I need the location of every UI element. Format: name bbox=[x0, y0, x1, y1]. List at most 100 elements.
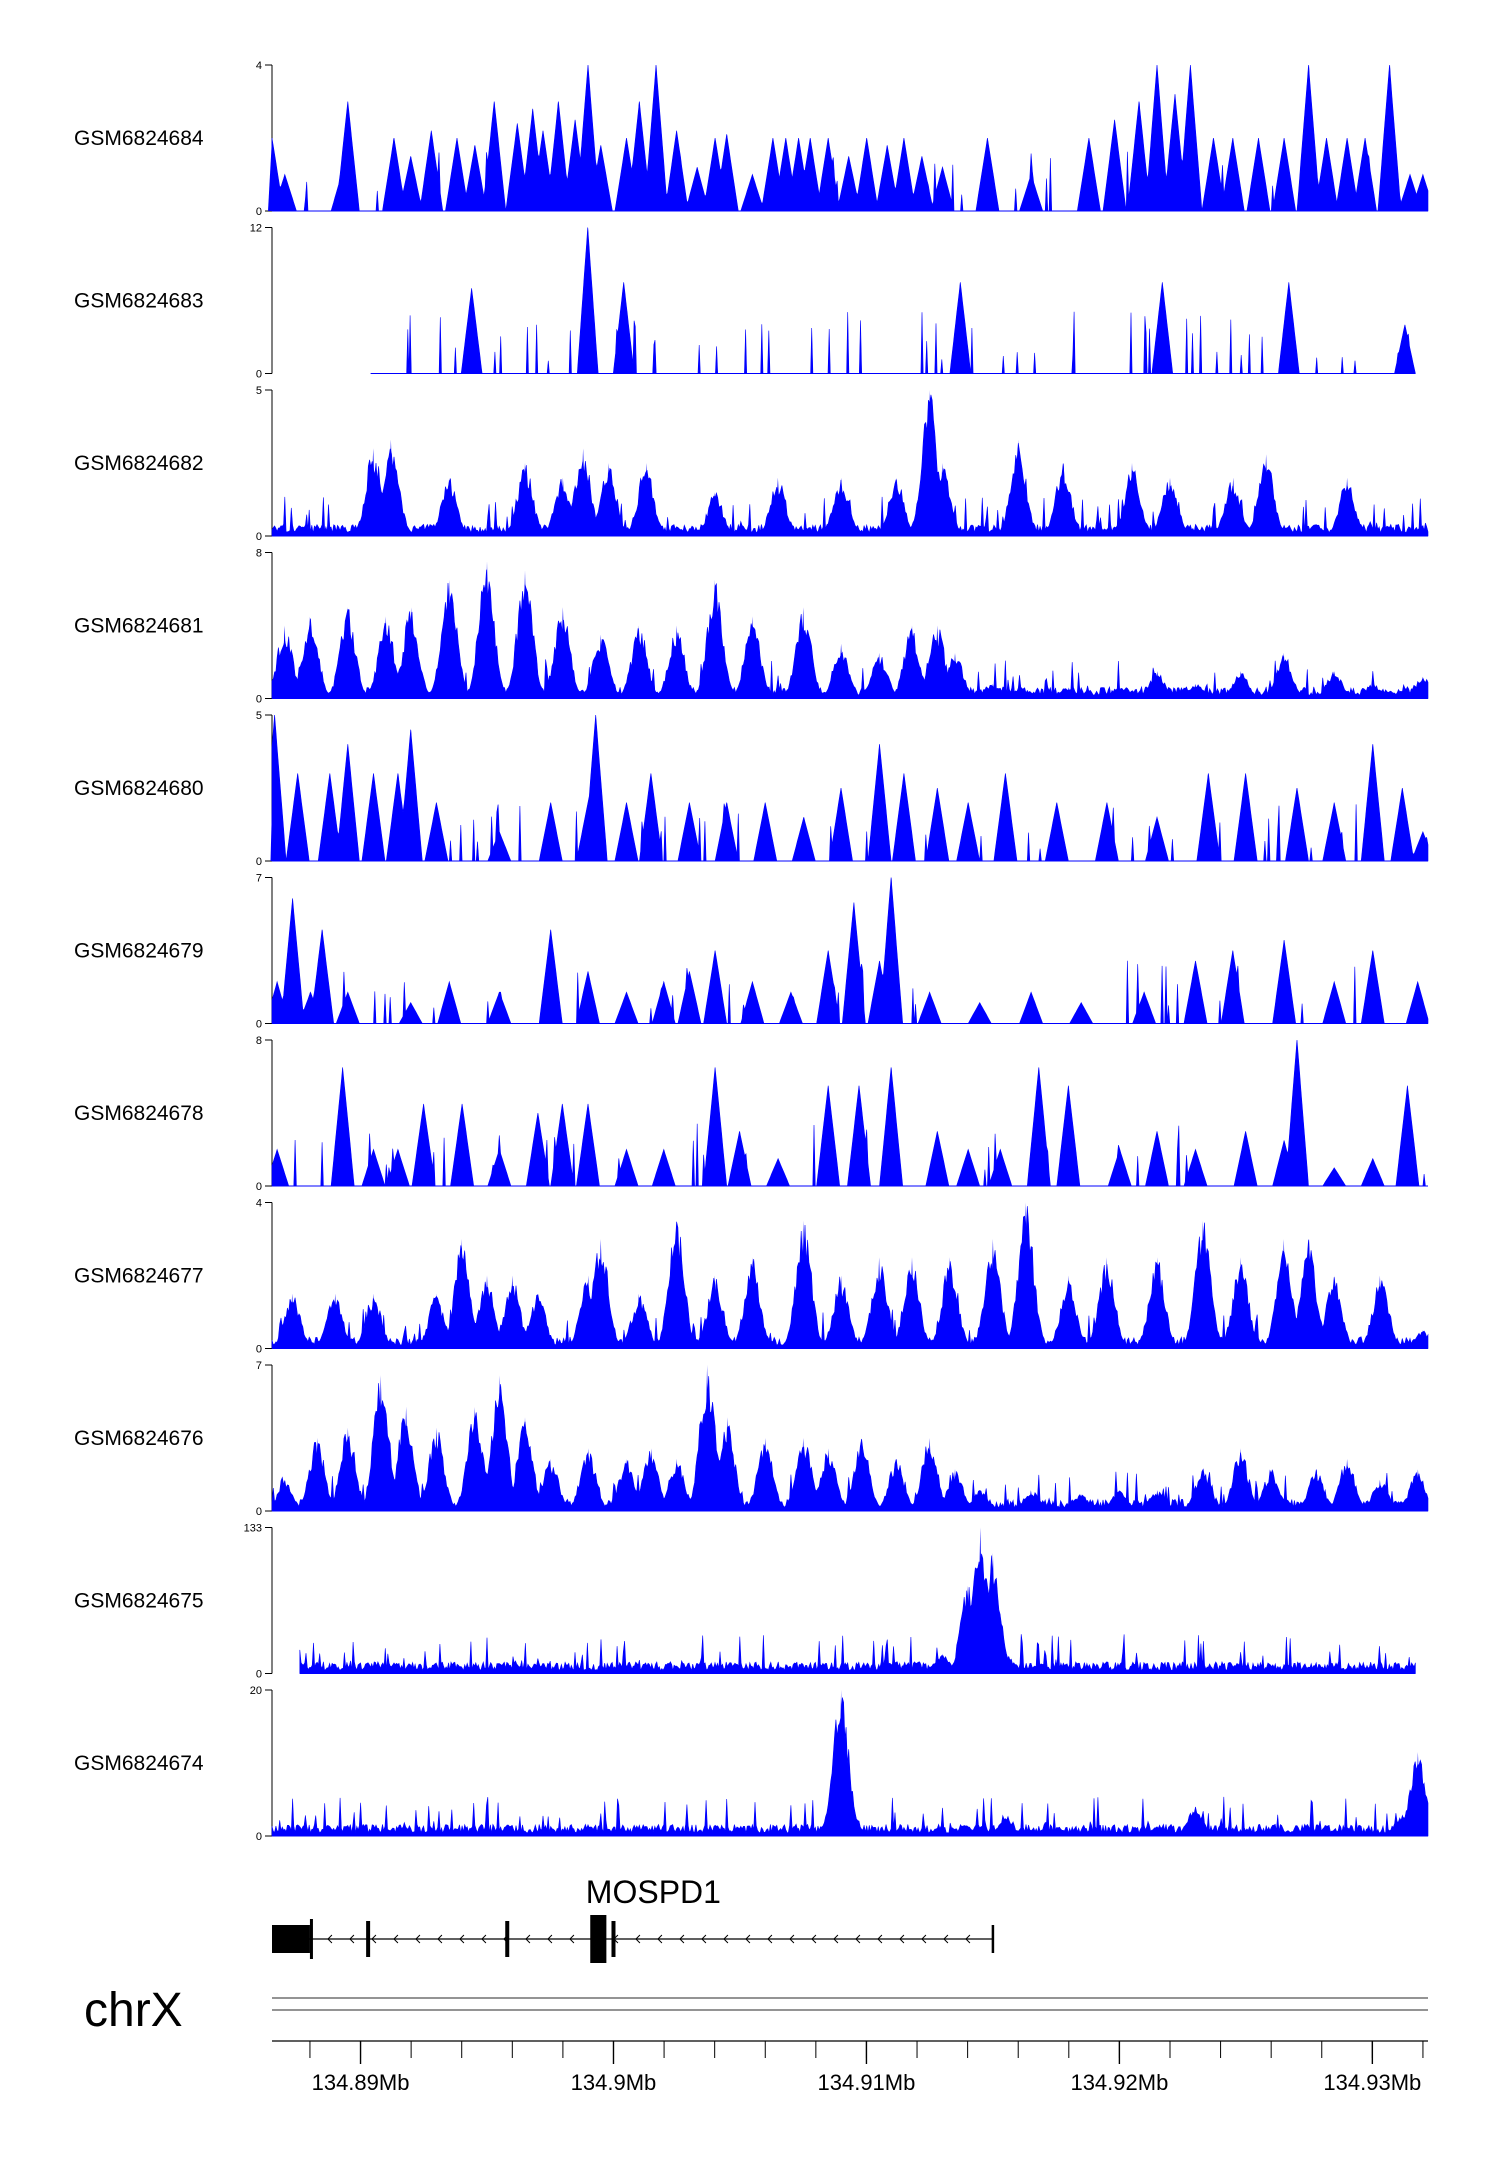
signal-peak bbox=[1237, 1448, 1244, 1511]
signal-peak bbox=[1154, 1490, 1161, 1511]
signal-peak bbox=[546, 802, 555, 861]
signal-peak bbox=[509, 1275, 516, 1349]
signal-peak bbox=[1078, 1494, 1085, 1511]
y-tick-label: 7 bbox=[256, 1360, 262, 1372]
signal-peak bbox=[533, 1113, 542, 1186]
signal-peak bbox=[427, 130, 436, 211]
signal-peak bbox=[344, 607, 351, 699]
signal-peak bbox=[1167, 477, 1173, 536]
signal-peak bbox=[643, 463, 650, 536]
chromosome-label: chrX bbox=[84, 1984, 183, 2037]
strand-chevron bbox=[327, 1934, 333, 1944]
signal-peak bbox=[490, 101, 499, 211]
signal-peak bbox=[939, 1653, 946, 1674]
signal-peak bbox=[1279, 1140, 1288, 1186]
signal-peak bbox=[710, 138, 719, 211]
signal-peak bbox=[909, 1257, 915, 1349]
signal-peak bbox=[685, 802, 694, 861]
signal-peak bbox=[382, 616, 389, 699]
signal-peak bbox=[394, 1149, 403, 1186]
strand-chevron bbox=[767, 1934, 773, 1944]
strand-chevron bbox=[437, 1934, 443, 1944]
signal-peak bbox=[591, 715, 600, 861]
signal-peak bbox=[1085, 138, 1093, 211]
signal-peak bbox=[622, 992, 631, 1024]
signal-peak bbox=[1209, 138, 1217, 211]
strand-chevron bbox=[899, 1934, 905, 1944]
signal-peak bbox=[596, 145, 605, 211]
signal-peak bbox=[710, 950, 719, 1024]
strand-chevron bbox=[965, 1934, 971, 1944]
track-GSM6824683: GSM6824683 12 0 bbox=[74, 223, 1416, 381]
gene-exon bbox=[595, 1915, 602, 1963]
signal-peak bbox=[281, 625, 288, 699]
signal-peak bbox=[647, 773, 656, 861]
signal-peak bbox=[1229, 138, 1238, 211]
signal-peak bbox=[584, 227, 593, 374]
signal-peak bbox=[1199, 1469, 1206, 1511]
signal-peak bbox=[534, 1293, 541, 1349]
strand-chevron bbox=[525, 1934, 531, 1944]
signal-peak bbox=[343, 744, 352, 861]
gene-exon bbox=[600, 1915, 607, 1963]
signal-peak bbox=[1419, 1330, 1426, 1349]
signal-peak bbox=[1399, 1814, 1406, 1836]
strand-chevron bbox=[569, 1934, 575, 1944]
track-label: GSM6824675 bbox=[74, 1590, 204, 1613]
track-GSM6824678: GSM6824678 8 0 bbox=[74, 1035, 1428, 1193]
signal-peak bbox=[648, 1448, 655, 1511]
strand-chevron bbox=[481, 1934, 487, 1944]
signal-peak bbox=[1241, 773, 1250, 861]
signal-peak bbox=[1065, 1275, 1072, 1349]
genomic-axis: chrX 134.89Mb 134.9Mb 134.91Mb 134.92Mb 134.9… bbox=[84, 1984, 1428, 2095]
signal-peak bbox=[635, 1293, 642, 1349]
strand-chevron bbox=[657, 1934, 663, 1944]
signal-peak bbox=[634, 101, 643, 211]
signal-peak bbox=[467, 288, 476, 374]
signal-peak bbox=[1052, 802, 1061, 861]
signal-peak bbox=[800, 607, 807, 699]
signal-peak bbox=[558, 1103, 567, 1186]
signal-peak bbox=[1268, 1828, 1275, 1836]
signal-tracks: GSM682468440GSM6824683120GSM682468250GSM… bbox=[74, 60, 1429, 1843]
signal-peak bbox=[1115, 1149, 1124, 1186]
signal-area bbox=[370, 227, 1416, 374]
signal-peak bbox=[768, 138, 777, 211]
signal-peak bbox=[528, 108, 537, 211]
track-GSM6824681: GSM6824681 8 0 bbox=[74, 548, 1429, 706]
signal-peak bbox=[445, 981, 454, 1024]
signal-peak bbox=[1418, 831, 1427, 861]
signal-peak bbox=[1140, 992, 1149, 1024]
signal-area bbox=[271, 1697, 1429, 1837]
signal-peak bbox=[660, 1149, 669, 1186]
signal-peak bbox=[1386, 65, 1395, 211]
signal-peak bbox=[926, 390, 933, 536]
signal-peak bbox=[584, 802, 593, 861]
signal-peak bbox=[893, 477, 900, 536]
signal-peak bbox=[452, 138, 461, 211]
signal-peak bbox=[1279, 138, 1288, 211]
signal-peak bbox=[1369, 683, 1376, 699]
signal-peak bbox=[407, 729, 416, 861]
signal-peak bbox=[858, 1438, 865, 1511]
signal-peak bbox=[887, 877, 896, 1024]
signal-peak bbox=[887, 1067, 896, 1186]
signal-peak bbox=[619, 282, 628, 374]
x-tick-label: 134.89Mb bbox=[312, 2070, 410, 2095]
strand-chevron bbox=[723, 1934, 729, 1944]
track-label: GSM6824680 bbox=[74, 777, 204, 800]
signal-peak bbox=[711, 492, 718, 536]
signal-peak bbox=[830, 1806, 837, 1836]
y-tick-label: 4 bbox=[256, 60, 262, 72]
signal-peak bbox=[1376, 1275, 1383, 1349]
signal-peak bbox=[1403, 1085, 1412, 1186]
signal-peak bbox=[838, 477, 845, 536]
track-label: GSM6824684 bbox=[74, 127, 204, 150]
gene-label: MOSPD1 bbox=[586, 1874, 721, 1910]
signal-peak bbox=[882, 145, 891, 211]
signal-peak bbox=[989, 1552, 996, 1674]
signal-peak bbox=[977, 1490, 984, 1511]
signal-peak bbox=[1263, 454, 1270, 536]
signal-peak bbox=[838, 643, 845, 699]
